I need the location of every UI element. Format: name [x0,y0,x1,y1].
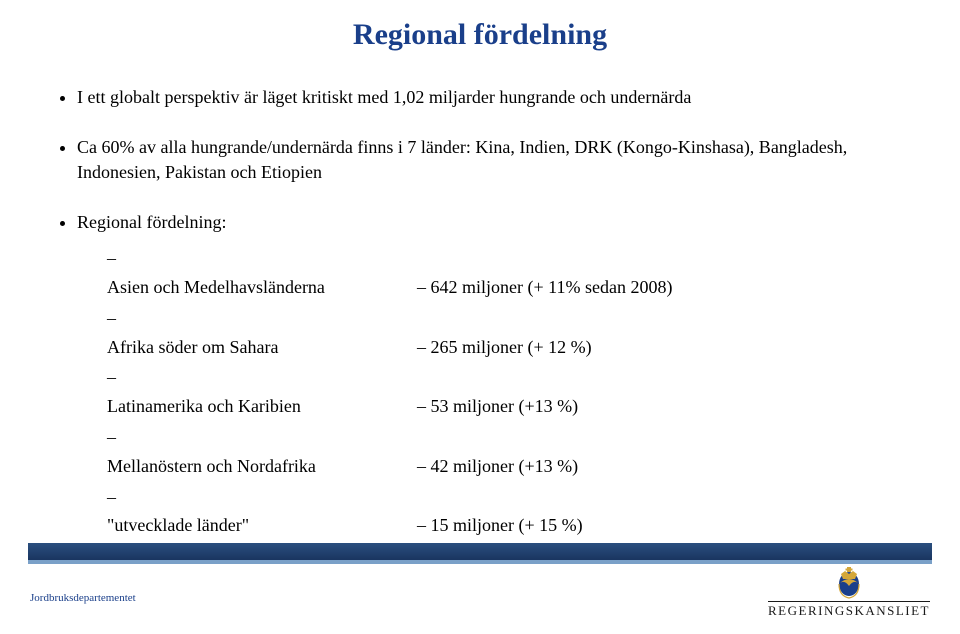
region-name: Mellanöstern och Nordafrika [107,452,417,481]
region-name: Latinamerika och Karibien [107,392,417,421]
department-label: Jordbruksdepartementet [30,592,136,604]
footer-bar [28,543,932,564]
bullet-item: Ca 60% av alla hungrande/undernärda finn… [77,135,905,184]
region-name: Asien och Medelhavsländerna [107,273,417,302]
footer-bar-top [28,543,932,560]
bullet-item: Regional fördelning: Asien och Medelhavs… [77,210,905,540]
region-item: Mellanöstern och Nordafrika – 42 miljone… [107,423,905,481]
region-item: Afrika söder om Sahara – 265 miljoner (+… [107,304,905,362]
region-stat: – 15 miljoner (+ 15 %) [417,511,583,540]
region-name: Afrika söder om Sahara [107,333,417,362]
slide-title: Regional fördelning [0,18,960,52]
region-list: Asien och Medelhavsländerna – 642 miljon… [77,244,905,540]
content-area: I ett globalt perspektiv är läget kritis… [55,85,905,566]
bullet-list: I ett globalt perspektiv är läget kritis… [55,85,905,540]
region-item: Asien och Medelhavsländerna – 642 miljon… [107,244,905,302]
org-logo: REGERINGSKANSLIET [768,564,930,620]
org-name: REGERINGSKANSLIET [768,601,930,619]
region-item: "utvecklade länder" – 15 miljoner (+ 15 … [107,483,905,541]
slide: Regional fördelning I ett globalt perspe… [0,0,960,634]
crown-crest-icon [831,564,867,600]
bullet-item: I ett globalt perspektiv är läget kritis… [77,85,905,109]
region-name: "utvecklade länder" [107,511,417,540]
region-stat: – 265 miljoner (+ 12 %) [417,333,592,362]
region-stat: – 42 miljoner (+13 %) [417,452,578,481]
region-item: Latinamerika och Karibien – 53 miljoner … [107,363,905,421]
region-stat: – 642 miljoner (+ 11% sedan 2008) [417,273,672,302]
region-stat: – 53 miljoner (+13 %) [417,392,578,421]
bullet-text: Regional fördelning: [77,212,226,232]
